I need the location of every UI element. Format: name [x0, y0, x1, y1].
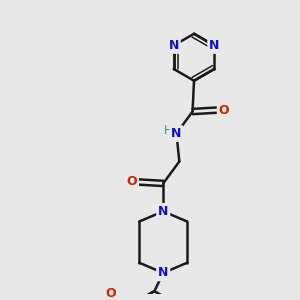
Text: N: N [209, 39, 220, 52]
Text: H: H [164, 124, 172, 136]
Text: N: N [171, 127, 182, 140]
Text: N: N [158, 266, 168, 280]
Text: O: O [127, 176, 137, 188]
Text: O: O [106, 287, 116, 300]
Text: N: N [158, 205, 168, 218]
Text: O: O [219, 103, 229, 117]
Text: N: N [169, 39, 179, 52]
